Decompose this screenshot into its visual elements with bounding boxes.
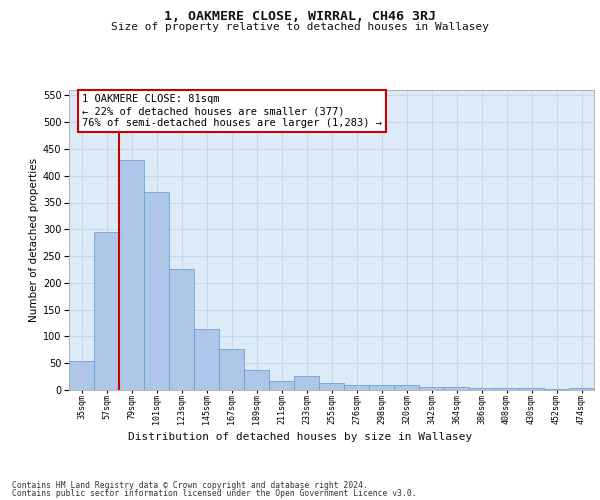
Bar xyxy=(369,385,394,390)
Text: Distribution of detached houses by size in Wallasey: Distribution of detached houses by size … xyxy=(128,432,472,442)
Y-axis label: Number of detached properties: Number of detached properties xyxy=(29,158,38,322)
Bar xyxy=(319,382,344,390)
Bar xyxy=(444,388,469,390)
Text: 1 OAKMERE CLOSE: 81sqm
← 22% of detached houses are smaller (377)
76% of semi-de: 1 OAKMERE CLOSE: 81sqm ← 22% of detached… xyxy=(82,94,382,128)
Bar xyxy=(569,388,594,390)
Bar xyxy=(344,385,369,390)
Bar xyxy=(294,376,319,390)
Bar xyxy=(244,370,269,390)
Text: Contains public sector information licensed under the Open Government Licence v3: Contains public sector information licen… xyxy=(12,489,416,498)
Bar xyxy=(144,192,169,390)
Bar xyxy=(519,388,544,390)
Text: Contains HM Land Registry data © Crown copyright and database right 2024.: Contains HM Land Registry data © Crown c… xyxy=(12,480,368,490)
Text: Size of property relative to detached houses in Wallasey: Size of property relative to detached ho… xyxy=(111,22,489,32)
Bar xyxy=(94,232,119,390)
Bar xyxy=(219,350,244,390)
Bar xyxy=(394,385,419,390)
Bar xyxy=(269,382,294,390)
Bar xyxy=(69,360,94,390)
Bar xyxy=(469,388,494,390)
Bar xyxy=(194,330,219,390)
Bar xyxy=(119,160,144,390)
Bar xyxy=(494,388,519,390)
Bar xyxy=(419,388,444,390)
Bar xyxy=(169,270,194,390)
Text: 1, OAKMERE CLOSE, WIRRAL, CH46 3RJ: 1, OAKMERE CLOSE, WIRRAL, CH46 3RJ xyxy=(164,10,436,23)
